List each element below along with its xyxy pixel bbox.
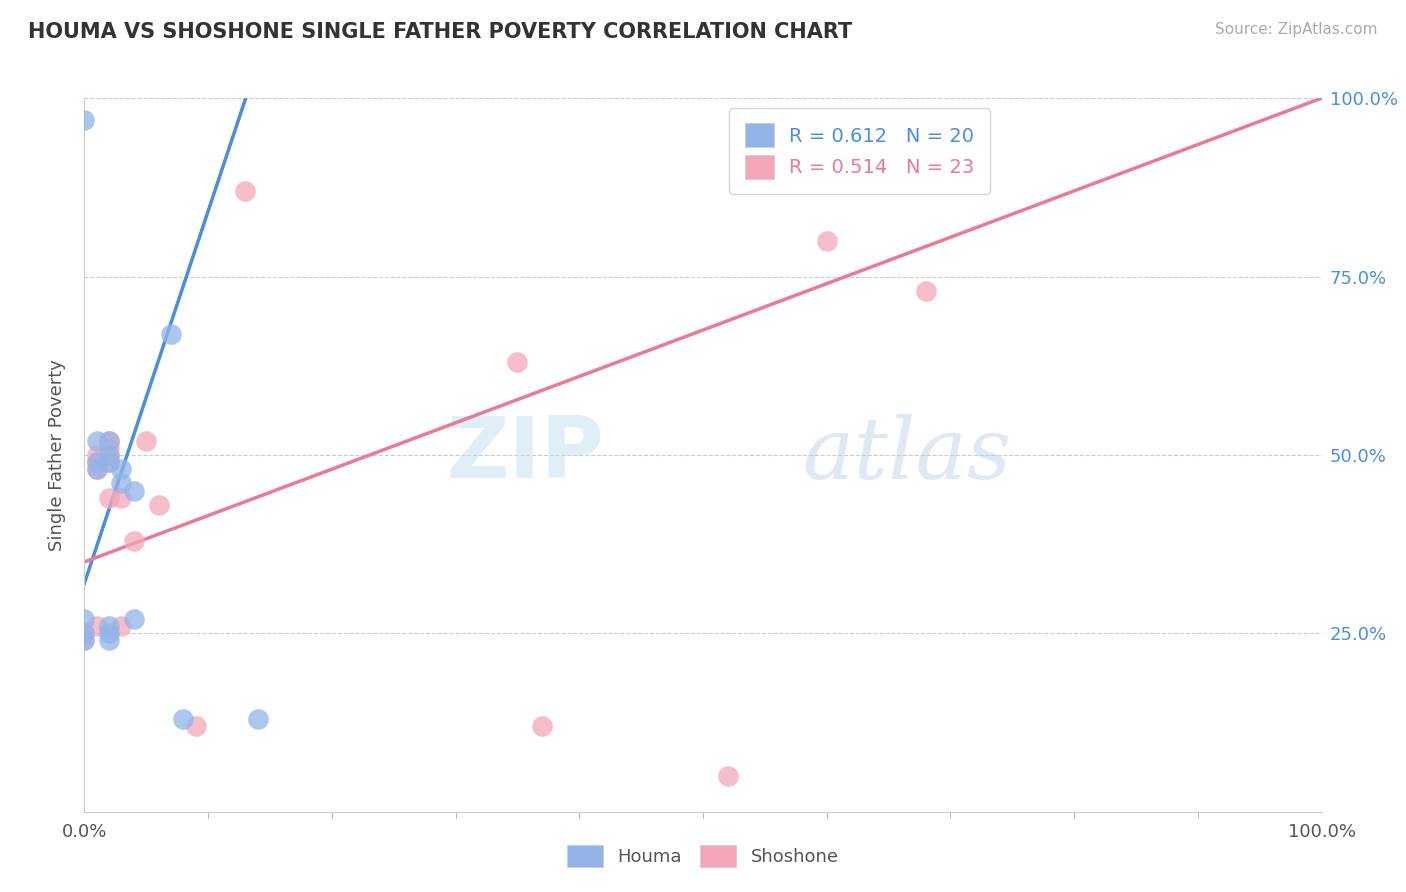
Point xyxy=(122,612,145,626)
Point xyxy=(98,448,121,462)
Point xyxy=(86,434,108,448)
Point xyxy=(98,441,121,455)
Point xyxy=(86,455,108,469)
Point xyxy=(73,612,96,626)
Point xyxy=(531,719,554,733)
Point xyxy=(73,633,96,648)
Point xyxy=(73,626,96,640)
Point xyxy=(148,498,170,512)
Point xyxy=(172,712,194,726)
Point xyxy=(717,769,740,783)
Point xyxy=(815,234,838,248)
Point xyxy=(122,533,145,548)
Point xyxy=(98,455,121,469)
Point xyxy=(98,626,121,640)
Point xyxy=(98,455,121,469)
Point xyxy=(73,112,96,127)
Point xyxy=(98,448,121,462)
Point xyxy=(110,476,132,491)
Text: Source: ZipAtlas.com: Source: ZipAtlas.com xyxy=(1215,22,1378,37)
Point xyxy=(86,462,108,476)
Text: atlas: atlas xyxy=(801,414,1011,496)
Text: HOUMA VS SHOSHONE SINGLE FATHER POVERTY CORRELATION CHART: HOUMA VS SHOSHONE SINGLE FATHER POVERTY … xyxy=(28,22,852,42)
Point xyxy=(110,619,132,633)
Point xyxy=(110,491,132,505)
Point xyxy=(160,326,183,341)
Point xyxy=(233,184,256,198)
Point xyxy=(506,355,529,369)
Point xyxy=(98,619,121,633)
Point xyxy=(73,626,96,640)
Point xyxy=(98,633,121,648)
Point xyxy=(122,483,145,498)
Point xyxy=(98,491,121,505)
Legend: Houma, Shoshone: Houma, Shoshone xyxy=(560,838,846,874)
Point xyxy=(135,434,157,448)
Point xyxy=(246,712,269,726)
Point xyxy=(86,462,108,476)
Point xyxy=(98,434,121,448)
Point xyxy=(914,284,936,298)
Point xyxy=(110,462,132,476)
Point xyxy=(86,619,108,633)
Text: ZIP: ZIP xyxy=(446,413,605,497)
Point xyxy=(98,434,121,448)
Point xyxy=(86,448,108,462)
Point xyxy=(184,719,207,733)
Point xyxy=(86,455,108,469)
Y-axis label: Single Father Poverty: Single Father Poverty xyxy=(48,359,66,551)
Point xyxy=(73,633,96,648)
